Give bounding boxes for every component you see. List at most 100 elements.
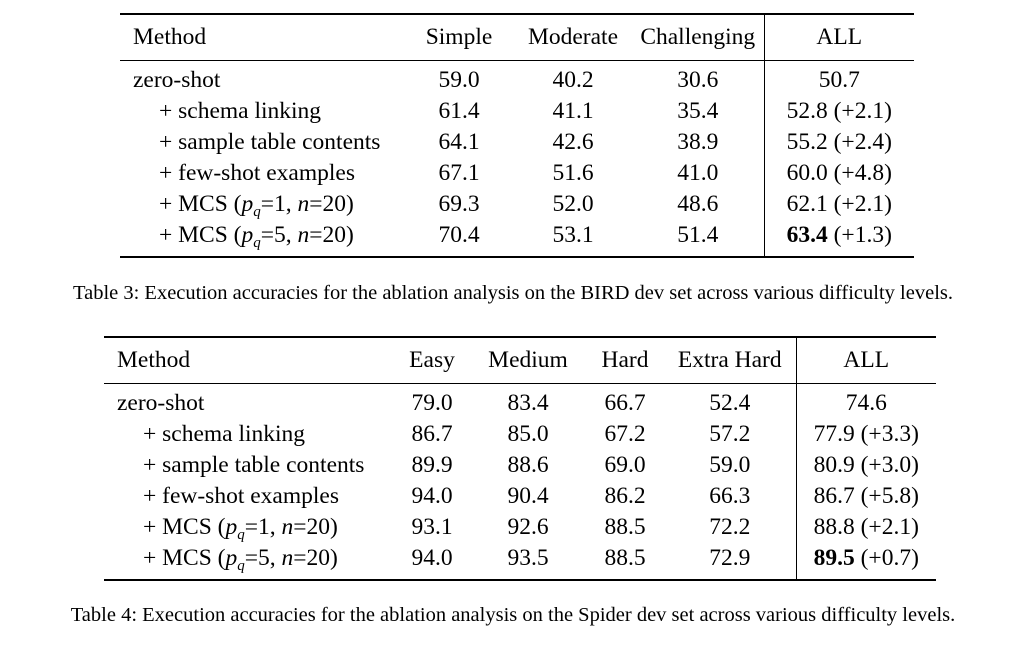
method-cell: + MCS (pq=1, n=20) bbox=[104, 512, 394, 543]
all-value: 74.6 bbox=[845, 390, 887, 416]
all-cell: 55.2 (+2.4) bbox=[763, 127, 914, 158]
value-cell: 61.4 bbox=[438, 98, 480, 124]
value-cell: 67.1 bbox=[438, 160, 480, 186]
column-header-challenging: Challenging bbox=[640, 24, 756, 50]
symbol-p: p bbox=[225, 545, 238, 571]
column-header-medium: Medium bbox=[488, 347, 568, 373]
symbol-n: n bbox=[297, 222, 310, 248]
value-cell: 52.0 bbox=[552, 191, 594, 217]
column-header-all: ALL bbox=[763, 14, 914, 61]
all-value: 55.2 bbox=[786, 129, 828, 155]
n-value: =20) bbox=[309, 222, 354, 248]
method-prefix: + MCS ( bbox=[143, 514, 226, 540]
delta-value: (+0.7) bbox=[860, 545, 919, 571]
value-cell-best: 72.9 bbox=[709, 545, 751, 571]
delta-value: (+3.3) bbox=[860, 421, 919, 447]
table-header-row: Method Simple Moderate Challenging ALL bbox=[120, 14, 914, 61]
method-cell: + few-shot examples bbox=[159, 160, 355, 186]
symbol-n: n bbox=[297, 191, 310, 217]
value-cell: 38.9 bbox=[677, 129, 719, 155]
all-cell: 77.9 (+3.3) bbox=[795, 419, 936, 450]
value-cell: 86.2 bbox=[604, 483, 646, 509]
column-header-simple: Simple bbox=[425, 24, 493, 50]
table-row: + MCS (pq=5, n=20) 94.0 93.5 88.5 72.9 8… bbox=[104, 543, 936, 580]
method-cell: + sample table contents bbox=[143, 452, 365, 478]
value-cell: 57.2 bbox=[709, 421, 751, 447]
delta-value: (+3.0) bbox=[860, 452, 919, 478]
all-value-best: 63.4 bbox=[786, 222, 828, 248]
value-cell: 48.6 bbox=[677, 191, 719, 217]
value-cell-best: 93.5 bbox=[507, 545, 549, 571]
n-value: =20) bbox=[293, 514, 338, 540]
value-cell: 41.1 bbox=[552, 98, 594, 124]
table-row: + few-shot examples 94.0 90.4 86.2 66.3 … bbox=[104, 481, 936, 512]
table-row: + sample table contents 64.1 42.6 38.9 5… bbox=[120, 127, 914, 158]
subscript-q: q bbox=[237, 558, 245, 574]
table-3: Method Simple Moderate Challenging ALL z… bbox=[120, 13, 914, 258]
all-value: 60.0 bbox=[786, 160, 828, 186]
value-cell: 42.6 bbox=[552, 129, 594, 155]
value-cell: 89.9 bbox=[411, 452, 453, 478]
value-cell-best: 70.4 bbox=[438, 222, 480, 248]
value-cell-best: 94.0 bbox=[411, 483, 453, 509]
all-cell: 52.8 (+2.1) bbox=[763, 96, 914, 127]
method-cell: + schema linking bbox=[159, 98, 322, 124]
symbol-n: n bbox=[281, 545, 294, 571]
table-row: + MCS (pq=1, n=20) 93.1 92.6 88.5 72.2 8… bbox=[104, 512, 936, 543]
n-value: =20) bbox=[293, 545, 338, 571]
value-cell: 88.6 bbox=[507, 452, 549, 478]
all-value: 52.8 bbox=[786, 98, 828, 124]
delta-value: (+2.4) bbox=[833, 129, 892, 155]
value-cell: 72.2 bbox=[709, 514, 751, 540]
column-header-easy: Easy bbox=[409, 347, 455, 373]
method-cell: + MCS (pq=5, n=20) bbox=[104, 543, 394, 580]
all-value: 50.7 bbox=[818, 67, 860, 93]
symbol-p: p bbox=[225, 514, 238, 540]
all-value: 62.1 bbox=[786, 191, 828, 217]
all-cell: 86.7 (+5.8) bbox=[795, 481, 936, 512]
value-cell-best: 94.0 bbox=[411, 545, 453, 571]
value-cell: 67.2 bbox=[604, 421, 646, 447]
all-cell: 63.4 (+1.3) bbox=[763, 220, 914, 257]
method-cell: + MCS (pq=5, n=20) bbox=[120, 220, 404, 257]
all-cell: 62.1 (+2.1) bbox=[763, 189, 914, 220]
value-cell-best: 88.5 bbox=[604, 545, 646, 571]
value-cell: 66.3 bbox=[709, 483, 751, 509]
value-cell: 92.6 bbox=[507, 514, 549, 540]
value-cell-best: 88.5 bbox=[604, 514, 646, 540]
method-cell: + few-shot examples bbox=[143, 483, 339, 509]
delta-value: (+4.8) bbox=[833, 160, 892, 186]
column-header-hard: Hard bbox=[601, 347, 649, 373]
delta-value: (+2.1) bbox=[833, 98, 892, 124]
all-cell: 88.8 (+2.1) bbox=[795, 512, 936, 543]
method-cell: zero-shot bbox=[133, 67, 221, 93]
all-cell: 80.9 (+3.0) bbox=[795, 450, 936, 481]
table-row: zero-shot 79.0 83.4 66.7 52.4 74.6 bbox=[104, 383, 936, 419]
table-header-row: Method Easy Medium Hard Extra Hard ALL bbox=[104, 337, 936, 384]
all-value: 77.9 bbox=[813, 421, 855, 447]
p-value: =5, bbox=[244, 545, 282, 571]
symbol-p: p bbox=[241, 222, 254, 248]
all-value: 86.7 bbox=[813, 483, 855, 509]
table-3-caption: Table 3: Execution accuracies for the ab… bbox=[73, 282, 953, 304]
value-cell: 66.7 bbox=[604, 390, 646, 416]
all-cell: 50.7 bbox=[763, 60, 914, 96]
column-header-moderate: Moderate bbox=[527, 24, 619, 50]
all-cell: 74.6 bbox=[795, 383, 936, 419]
symbol-p: p bbox=[241, 191, 254, 217]
table-row: zero-shot 59.0 40.2 30.6 50.7 bbox=[120, 60, 914, 96]
method-cell: + MCS (pq=1, n=20) bbox=[120, 189, 404, 220]
method-cell: + sample table contents bbox=[159, 129, 381, 155]
n-value: =20) bbox=[309, 191, 354, 217]
table-row: + schema linking 86.7 85.0 67.2 57.2 77.… bbox=[104, 419, 936, 450]
column-header-extra-hard: Extra Hard bbox=[677, 347, 782, 373]
column-header-method: Method bbox=[117, 347, 191, 373]
value-cell: 83.4 bbox=[507, 390, 549, 416]
table-row: + sample table contents 89.9 88.6 69.0 5… bbox=[104, 450, 936, 481]
value-cell: 41.0 bbox=[677, 160, 719, 186]
all-value: 88.8 bbox=[813, 514, 855, 540]
value-cell: 35.4 bbox=[677, 98, 719, 124]
value-cell: 51.6 bbox=[552, 160, 594, 186]
table-row: + MCS (pq=5, n=20) 70.4 53.1 51.4 63.4 (… bbox=[120, 220, 914, 257]
all-value: 80.9 bbox=[813, 452, 855, 478]
